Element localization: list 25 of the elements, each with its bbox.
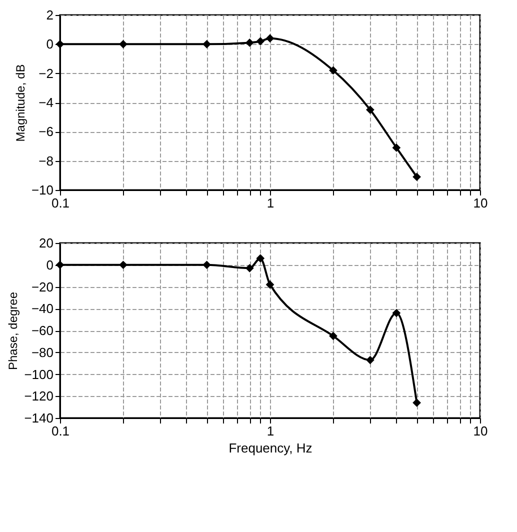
y-tick-label: −8 — [38, 153, 54, 168]
y-tick-label: 0 — [46, 257, 54, 272]
y-tick-label: −60 — [31, 323, 54, 338]
y-axis-title: Phase, degree — [6, 292, 20, 370]
y-tick-label: −80 — [31, 344, 54, 360]
y-tick-label: −40 — [31, 301, 54, 316]
y-tick-label: −100 — [24, 366, 54, 382]
y-tick-label: −10 — [31, 182, 54, 198]
x-tick-label: 1 — [266, 196, 274, 210]
y-tick-label: −120 — [24, 388, 54, 404]
y-axis-title: Magnitude, dB — [13, 64, 28, 142]
y-tick-label: 2 — [46, 8, 54, 22]
y-tick-label: 20 — [39, 236, 54, 250]
x-tick-label: 1 — [266, 424, 274, 438]
y-tick-label: −140 — [24, 410, 54, 426]
y-tick-label: 0 — [46, 36, 54, 52]
x-tick-label: 0.1 — [51, 424, 70, 438]
x-tick-label: 10 — [473, 424, 488, 438]
x-tick-label: 10 — [473, 196, 488, 210]
x-tick-label: 0.1 — [51, 196, 70, 210]
y-tick-label: −4 — [38, 95, 54, 110]
y-tick-label: −6 — [38, 124, 54, 140]
y-tick-label: −20 — [31, 279, 54, 294]
y-tick-label: −2 — [38, 66, 54, 81]
x-axis-title: Frequency, Hz — [228, 440, 312, 456]
